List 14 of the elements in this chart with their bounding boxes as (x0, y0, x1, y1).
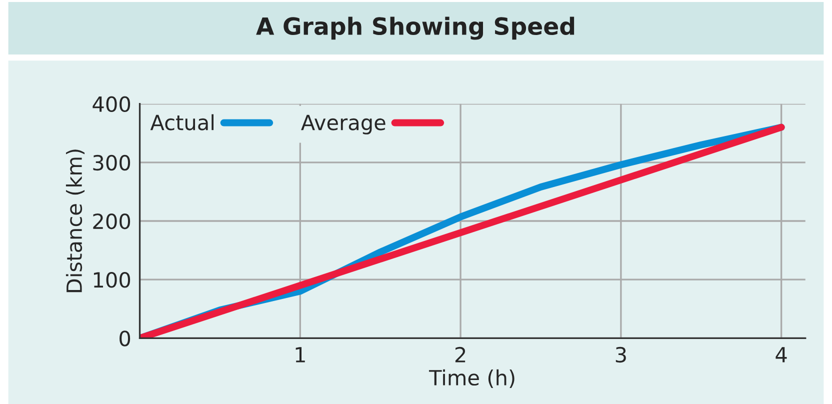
x-tick-label: 1 (296, 347, 305, 362)
y-tick-label: 100 (94, 272, 130, 288)
y-tick-label: 200 (93, 213, 130, 230)
x-tick-label: 4 (776, 347, 787, 362)
y-tick-label: 0 (120, 330, 130, 346)
y-tick-label: 300 (93, 154, 130, 171)
y-axis-title: Distance (km) (66, 150, 85, 292)
x-axis-title: Time (h) (428, 369, 514, 388)
x-tick-label: 3 (616, 346, 626, 363)
chart-title: A Graph Showing Speed (256, 16, 574, 40)
y-tick-label: 400 (92, 96, 130, 112)
legend-label: Average (301, 114, 386, 134)
legend-label: Actual (150, 114, 214, 130)
x-tick-label: 2 (455, 346, 466, 362)
